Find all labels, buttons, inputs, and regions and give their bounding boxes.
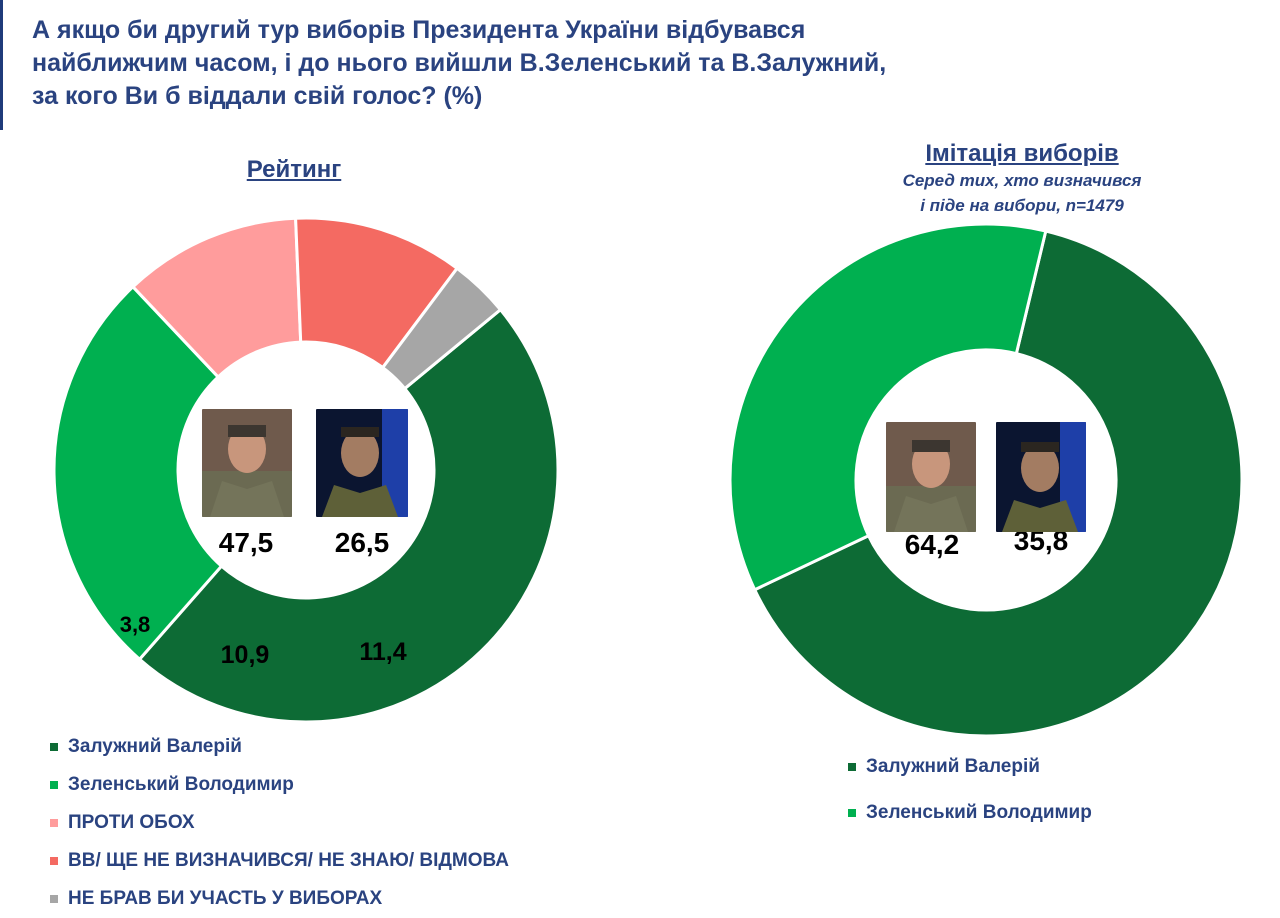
legend-rating: Залужний Валерій Зеленський Володимир ПР… [50,728,509,918]
legend-item: ПРОТИ ОБОХ [50,804,509,842]
legend-swatch [848,809,856,817]
legend-item: ВВ/ ЩЕ НЕ ВИЗНАЧИВСЯ/ НЕ ЗНАЮ/ ВІДМОВА [50,842,509,880]
legend-label: НЕ БРАВ БИ УЧАСТЬ У ВИБОРАХ [68,888,383,909]
legend-swatch [50,743,58,751]
legend-item: Зеленський Володимир [50,766,509,804]
chart-title-simulation: Імітація виборів [925,140,1119,167]
donut-slice [728,222,1048,592]
donut-slice [380,266,503,391]
chart-title-rating: Рейтинг [246,156,342,183]
data-label: 26,5 [335,527,390,558]
chart-subtitle-simulation: Серед тих, хто визначився і піде на вибо… [822,168,1222,218]
legend-swatch [848,763,856,771]
legend-simulation: Залужний Валерій Зеленський Володимир [848,744,1092,836]
legend-swatch [50,895,58,903]
legend-item: Залужний Валерій [848,744,1092,790]
legend-swatch [50,819,58,827]
legend-item: Залужний Валерій [50,728,509,766]
legend-swatch [50,857,58,865]
subtitle-line-2: і піде на вибори, n=1479 [920,196,1124,215]
donut-slice [137,307,560,724]
title-line-1: А якщо би другий тур виборів Президента … [32,16,806,44]
legend-label: Зеленський Володимир [866,802,1092,823]
title-line-3: за кого Ви б віддали свій голос? (%) [32,82,483,110]
legend-swatch [50,781,58,789]
subtitle-line-1: Серед тих, хто визначився [902,171,1142,190]
donut-slice [52,284,224,662]
data-label: 64,2 [905,529,960,560]
zelenskyi-photo-left [316,409,408,517]
legend-item: Зеленський Володимир [848,790,1092,836]
data-label: 3,8 [120,612,151,637]
legend-label: Залужний Валерій [68,736,242,757]
accent-rule [0,0,3,130]
data-label: 11,4 [359,638,406,666]
data-label: 10,9 [221,641,270,669]
zaluzhnyi-photo-right [886,422,976,532]
legend-item: НЕ БРАВ БИ УЧАСТЬ У ВИБОРАХ [50,880,509,918]
data-label: 47,5 [219,527,274,558]
title-line-2: найближчим часом, і до нього вийшли В.Зе… [32,49,887,77]
legend-label: ВВ/ ЩЕ НЕ ВИЗНАЧИВСЯ/ НЕ ЗНАЮ/ ВІДМОВА [68,850,510,871]
page-title: А якщо би другий тур виборів Президента … [32,14,1032,113]
donut-slice [752,229,1244,738]
legend-label: Залужний Валерій [866,756,1040,777]
legend-label: Зеленський Володимир [68,774,294,795]
zaluzhnyi-photo-left [202,409,292,517]
legend-label: ПРОТИ ОБОХ [68,812,195,833]
zelenskyi-photo-right [996,422,1086,532]
